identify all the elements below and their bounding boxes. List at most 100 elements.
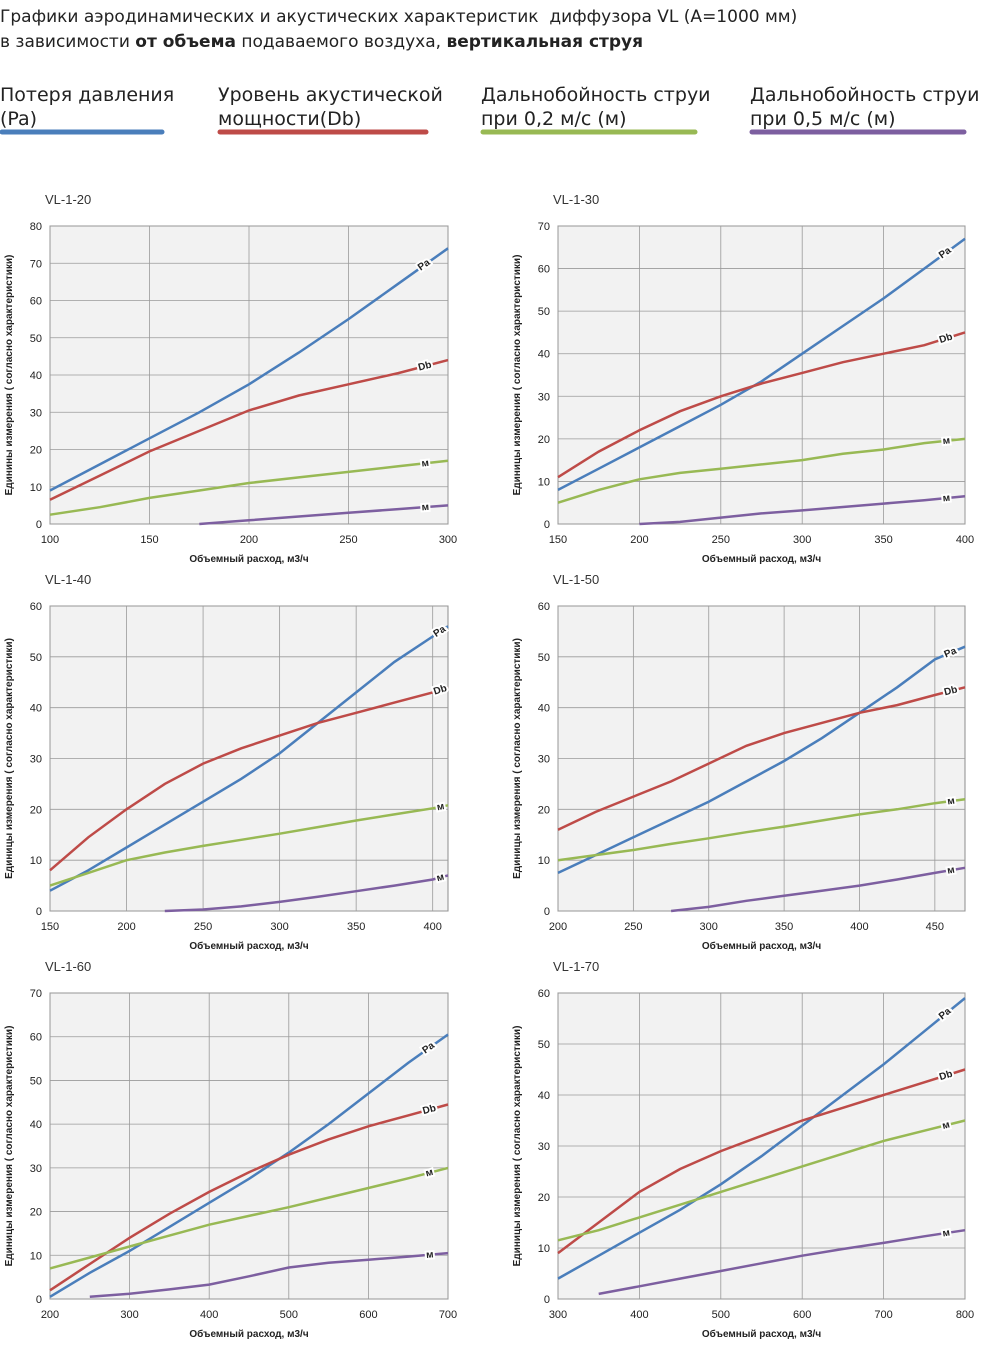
curve-label: м <box>942 435 951 447</box>
y-tick-label: 30 <box>30 1163 42 1175</box>
y-tick-label: 20 <box>538 434 550 446</box>
y-tick-label: 50 <box>538 652 550 664</box>
y-tick-label: 0 <box>36 906 42 918</box>
chart-title: VL-1-70 <box>553 959 599 974</box>
x-tick-label: 400 <box>956 534 974 546</box>
y-tick-label: 10 <box>538 1243 550 1255</box>
title-part: вертикальная струя <box>446 32 643 52</box>
series-line <box>49 1166 449 1270</box>
curve-label: м <box>426 1249 434 1261</box>
x-tick-label: 250 <box>194 921 212 933</box>
x-tick-label: 200 <box>240 534 258 546</box>
x-tick-label: 450 <box>926 921 944 933</box>
y-axis-label: Единины измерения ( согласно характерист… <box>4 255 15 496</box>
x-axis-label: Объемный расход, м3/ч <box>702 1328 821 1340</box>
series-line <box>557 331 966 479</box>
legend-label: (Pa) <box>0 108 37 130</box>
x-tick-label: 200 <box>41 1309 59 1321</box>
legend-label: при 0,2 м/с (м) <box>481 108 627 130</box>
y-tick-label: 50 <box>30 652 42 664</box>
x-tick-label: 250 <box>339 534 357 546</box>
x-tick-label: 700 <box>874 1309 892 1321</box>
curve-label: м <box>421 502 429 514</box>
chart-title: VL-1-20 <box>45 192 91 207</box>
y-tick-label: 10 <box>30 482 42 494</box>
series-line <box>199 504 449 526</box>
curve-label: м <box>947 796 956 808</box>
x-tick-label: 200 <box>630 534 648 546</box>
chart-title: VL-1-50 <box>553 572 599 587</box>
x-tick-label: 300 <box>270 921 288 933</box>
x-tick-label: 700 <box>439 1309 457 1321</box>
curve-label: м <box>421 458 430 470</box>
y-tick-label: 40 <box>538 1090 550 1102</box>
legend-label: Уровень акустической <box>218 84 443 106</box>
title-part: в зависимости <box>0 32 135 52</box>
series-line <box>557 997 966 1280</box>
y-tick-label: 20 <box>30 804 42 816</box>
series-line <box>639 495 966 526</box>
x-tick-label: 300 <box>700 921 718 933</box>
legend-label: при 0,5 м/с (м) <box>750 108 896 130</box>
x-tick-label: 150 <box>549 534 567 546</box>
y-tick-label: 80 <box>30 221 42 233</box>
y-axis-label: Единицы измерения ( согласно характерист… <box>512 255 523 496</box>
y-tick-label: 0 <box>36 519 42 531</box>
x-tick-label: 600 <box>359 1309 377 1321</box>
x-tick-label: 400 <box>850 921 868 933</box>
x-tick-label: 500 <box>712 1309 730 1321</box>
chart-title: VL-1-30 <box>553 192 599 207</box>
x-tick-label: 300 <box>793 534 811 546</box>
series-line <box>49 358 449 501</box>
x-tick-label: 400 <box>630 1309 648 1321</box>
y-tick-label: 20 <box>538 1192 550 1204</box>
y-tick-label: 10 <box>30 855 42 867</box>
y-tick-label: 30 <box>30 407 42 419</box>
x-tick-label: 400 <box>200 1309 218 1321</box>
series-line <box>164 874 449 913</box>
x-tick-label: 500 <box>280 1309 298 1321</box>
y-tick-label: 30 <box>30 754 42 766</box>
series-line <box>49 459 449 516</box>
x-tick-label: 150 <box>41 921 59 933</box>
y-tick-label: 60 <box>538 988 550 1000</box>
y-axis-label: Единицы измерения ( согласно характерист… <box>4 638 15 879</box>
x-tick-label: 350 <box>874 534 892 546</box>
y-axis-label: Единицы измерения ( согласно характерист… <box>4 1026 15 1267</box>
series-line <box>557 797 966 862</box>
series-line <box>557 645 966 875</box>
title-line: в зависимости от объема подаваемого возд… <box>0 32 643 52</box>
y-tick-label: 40 <box>538 349 550 361</box>
legend-label: Дальнобойность струи <box>750 84 980 106</box>
series-line <box>557 1068 966 1255</box>
series-line <box>49 1033 449 1298</box>
x-axis-label: Объемный расход, м3/ч <box>702 553 821 565</box>
series-line <box>670 866 966 913</box>
y-tick-label: 20 <box>30 445 42 457</box>
series-line <box>49 804 449 887</box>
y-tick-label: 20 <box>30 1207 42 1219</box>
y-tick-label: 60 <box>538 601 550 613</box>
curve-label: м <box>942 493 950 505</box>
series-line <box>89 1251 449 1299</box>
series-line <box>557 686 966 831</box>
legend-label: Дальнобойность струи <box>481 84 711 106</box>
y-tick-label: 10 <box>538 855 550 867</box>
y-tick-label: 60 <box>30 1032 42 1044</box>
x-tick-label: 400 <box>424 921 442 933</box>
x-axis-label: Объемный расход, м3/ч <box>702 940 821 952</box>
title-part: от объема <box>135 32 236 52</box>
x-axis-label: Объемный расход, м3/ч <box>189 940 308 952</box>
series-line <box>49 247 449 492</box>
x-tick-label: 300 <box>549 1309 567 1321</box>
y-tick-label: 50 <box>538 306 550 318</box>
chart-title: VL-1-60 <box>45 959 91 974</box>
x-tick-label: 250 <box>712 534 730 546</box>
x-tick-label: 250 <box>624 921 642 933</box>
x-tick-label: 150 <box>140 534 158 546</box>
x-tick-label: 200 <box>117 921 135 933</box>
series-line <box>49 686 449 872</box>
series-line <box>49 625 449 892</box>
y-tick-label: 50 <box>30 333 42 345</box>
